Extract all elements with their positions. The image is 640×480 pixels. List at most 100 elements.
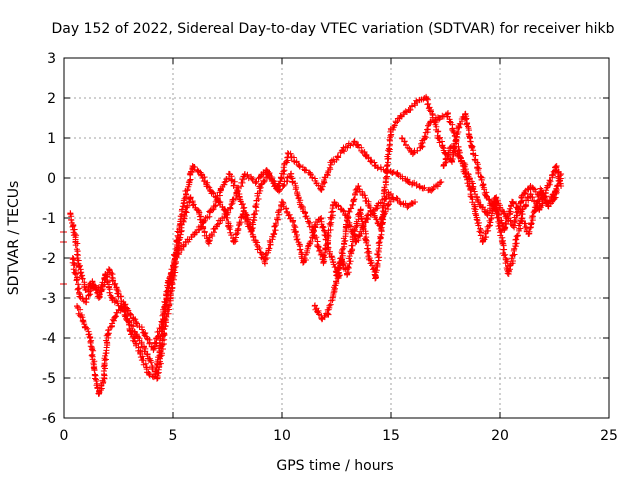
data-point xyxy=(499,239,506,245)
data-point xyxy=(337,255,344,261)
data-point xyxy=(270,231,277,237)
data-point xyxy=(174,251,181,257)
data-point xyxy=(324,311,331,317)
data-point xyxy=(191,231,198,237)
data-point xyxy=(388,195,394,201)
data-point xyxy=(331,287,338,293)
data-point xyxy=(104,331,111,337)
data-point xyxy=(553,187,560,193)
data-point xyxy=(405,179,412,185)
data-point xyxy=(265,171,272,177)
data-point xyxy=(196,211,203,217)
y-tick-label: 2 xyxy=(47,91,56,107)
chart-title: Day 152 of 2022, Sidereal Day-to-day VTE… xyxy=(52,21,615,37)
plot-frame xyxy=(63,57,610,419)
data-point xyxy=(466,175,473,181)
data-point xyxy=(106,267,113,273)
data-point xyxy=(71,231,78,237)
data-point xyxy=(405,107,412,113)
data-point xyxy=(462,111,469,117)
data-point xyxy=(159,319,166,325)
data-point xyxy=(455,123,462,129)
data-point xyxy=(544,183,551,189)
data-point xyxy=(331,199,338,205)
data-point xyxy=(479,239,486,245)
y-tick-label: -1 xyxy=(42,211,56,227)
data-point xyxy=(296,163,303,169)
y-tick-label: -2 xyxy=(42,251,56,267)
data-point xyxy=(300,259,307,265)
data-point xyxy=(531,207,538,213)
data-point xyxy=(207,187,214,193)
data-point xyxy=(374,203,381,209)
y-tick-label: 0 xyxy=(47,171,56,187)
data-point xyxy=(226,171,233,177)
data-point xyxy=(510,223,517,229)
data-point xyxy=(279,199,285,205)
data-point xyxy=(311,223,318,229)
data-point xyxy=(67,211,74,217)
data-point xyxy=(427,187,434,193)
x-tick-label: 25 xyxy=(600,428,618,444)
data-point xyxy=(128,331,135,337)
data-point xyxy=(318,315,325,321)
data-point xyxy=(69,255,76,261)
y-tick-label: -6 xyxy=(42,411,56,427)
data-point xyxy=(361,151,368,157)
data-point xyxy=(189,163,196,169)
data-point xyxy=(141,331,148,337)
data-point xyxy=(298,203,305,209)
data-point xyxy=(418,143,425,149)
data-point xyxy=(344,271,351,277)
data-point xyxy=(289,219,296,225)
data-point xyxy=(257,183,264,189)
data-point xyxy=(396,199,403,205)
data-point xyxy=(200,219,207,225)
data-point xyxy=(350,139,357,145)
data-point xyxy=(252,239,259,245)
data-point xyxy=(440,163,447,169)
x-tick-label: 20 xyxy=(491,428,509,444)
data-point xyxy=(154,375,161,381)
data-point xyxy=(355,183,362,189)
data-point xyxy=(501,211,508,217)
data-point xyxy=(372,275,379,281)
data-point xyxy=(222,211,229,217)
data-point xyxy=(91,367,98,373)
data-point xyxy=(453,139,460,145)
data-point xyxy=(87,335,94,341)
data-point xyxy=(449,143,456,149)
x-axis-label: GPS time / hours xyxy=(276,458,393,474)
data-point xyxy=(124,307,131,313)
data-point xyxy=(468,143,475,149)
x-tick-label: 15 xyxy=(382,428,400,444)
data-point xyxy=(435,115,442,121)
data-point xyxy=(435,135,442,141)
data-point xyxy=(525,231,532,237)
data-point xyxy=(76,291,83,297)
data-point xyxy=(379,215,386,221)
data-point xyxy=(483,211,490,217)
data-series xyxy=(67,93,565,397)
data-point xyxy=(285,151,292,157)
data-point xyxy=(475,167,482,173)
data-point xyxy=(350,231,357,237)
data-point xyxy=(95,295,102,301)
data-point xyxy=(394,171,401,177)
data-point xyxy=(198,171,205,177)
data-point xyxy=(518,215,525,221)
data-point xyxy=(111,315,118,321)
data-point xyxy=(372,163,379,169)
data-point xyxy=(388,127,394,133)
data-point xyxy=(150,347,157,353)
data-point xyxy=(366,255,373,261)
data-point xyxy=(357,207,364,213)
data-point xyxy=(183,239,190,245)
data-point xyxy=(161,331,168,337)
data-point xyxy=(307,171,314,177)
data-point xyxy=(132,319,139,325)
data-point xyxy=(180,215,187,221)
y-tick-label: 3 xyxy=(47,51,56,67)
data-point xyxy=(340,147,347,153)
